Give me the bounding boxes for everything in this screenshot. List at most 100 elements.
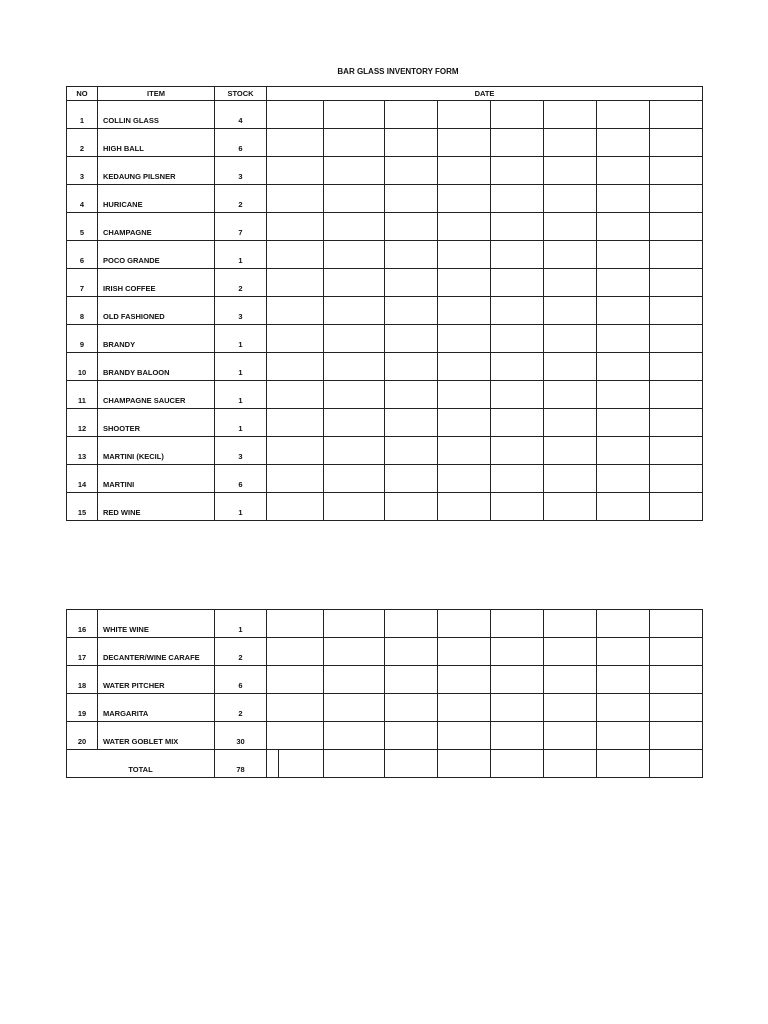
date-cell[interactable] — [490, 609, 544, 638]
date-cell[interactable] — [384, 352, 438, 381]
date-cell[interactable] — [490, 128, 544, 157]
date-cell[interactable] — [649, 240, 703, 269]
date-cell[interactable] — [437, 721, 491, 750]
date-cell[interactable] — [437, 436, 491, 465]
date-cell[interactable] — [266, 609, 324, 638]
date-cell[interactable] — [490, 721, 544, 750]
date-cell[interactable] — [596, 665, 650, 694]
date-cell[interactable] — [384, 380, 438, 409]
date-cell[interactable] — [266, 184, 324, 213]
date-cell[interactable] — [323, 324, 385, 353]
date-cell[interactable] — [543, 749, 597, 778]
date-cell[interactable] — [384, 665, 438, 694]
date-cell[interactable] — [323, 436, 385, 465]
date-cell[interactable] — [384, 693, 438, 722]
date-cell[interactable] — [384, 637, 438, 666]
date-cell[interactable] — [266, 492, 324, 521]
date-cell[interactable] — [543, 100, 597, 129]
date-cell[interactable] — [543, 436, 597, 465]
date-cell[interactable] — [649, 721, 703, 750]
date-cell[interactable] — [649, 156, 703, 185]
date-cell[interactable] — [596, 240, 650, 269]
date-cell[interactable] — [649, 324, 703, 353]
date-cell[interactable] — [543, 380, 597, 409]
date-cell[interactable] — [266, 665, 324, 694]
date-cell[interactable] — [649, 352, 703, 381]
date-cell[interactable] — [323, 464, 385, 493]
date-cell[interactable] — [437, 693, 491, 722]
date-cell[interactable] — [384, 464, 438, 493]
date-cell[interactable] — [543, 492, 597, 521]
date-cell[interactable] — [543, 352, 597, 381]
date-cell[interactable] — [323, 184, 385, 213]
date-cell[interactable] — [384, 609, 438, 638]
date-cell[interactable] — [596, 296, 650, 325]
date-cell[interactable] — [596, 749, 650, 778]
date-cell[interactable] — [543, 721, 597, 750]
date-cell[interactable] — [323, 693, 385, 722]
date-cell[interactable] — [490, 324, 544, 353]
date-cell[interactable] — [543, 128, 597, 157]
date-cell[interactable] — [323, 128, 385, 157]
date-cell[interactable] — [266, 408, 324, 437]
date-cell[interactable] — [649, 665, 703, 694]
date-cell[interactable] — [323, 749, 385, 778]
date-cell[interactable] — [384, 721, 438, 750]
date-cell[interactable] — [543, 212, 597, 241]
date-cell[interactable] — [649, 749, 703, 778]
date-cell[interactable] — [490, 240, 544, 269]
date-cell[interactable] — [543, 637, 597, 666]
date-cell[interactable] — [649, 693, 703, 722]
date-cell[interactable] — [490, 184, 544, 213]
date-cell[interactable] — [437, 128, 491, 157]
date-cell[interactable] — [384, 296, 438, 325]
date-cell[interactable] — [323, 352, 385, 381]
date-cell[interactable] — [596, 156, 650, 185]
date-cell[interactable] — [384, 749, 438, 778]
date-cell[interactable] — [543, 296, 597, 325]
date-cell[interactable] — [323, 240, 385, 269]
date-cell[interactable] — [437, 408, 491, 437]
date-cell[interactable] — [543, 665, 597, 694]
date-cell[interactable] — [490, 693, 544, 722]
date-cell[interactable] — [437, 665, 491, 694]
date-cell[interactable] — [266, 156, 324, 185]
date-cell[interactable] — [384, 212, 438, 241]
date-cell[interactable] — [490, 749, 544, 778]
date-cell[interactable] — [649, 637, 703, 666]
date-cell[interactable] — [543, 184, 597, 213]
date-cell[interactable] — [649, 296, 703, 325]
date-cell[interactable] — [323, 212, 385, 241]
date-cell[interactable] — [437, 352, 491, 381]
date-cell[interactable] — [596, 464, 650, 493]
date-cell[interactable] — [543, 693, 597, 722]
date-cell[interactable] — [596, 721, 650, 750]
date-cell[interactable] — [490, 100, 544, 129]
date-cell[interactable] — [437, 749, 491, 778]
date-cell[interactable] — [543, 324, 597, 353]
date-cell[interactable] — [266, 749, 279, 778]
date-cell[interactable] — [266, 464, 324, 493]
date-cell[interactable] — [266, 240, 324, 269]
date-cell[interactable] — [543, 609, 597, 638]
date-cell[interactable] — [649, 212, 703, 241]
date-cell[interactable] — [266, 380, 324, 409]
date-cell[interactable] — [384, 128, 438, 157]
date-cell[interactable] — [384, 492, 438, 521]
date-cell[interactable] — [437, 100, 491, 129]
date-cell[interactable] — [543, 156, 597, 185]
date-cell[interactable] — [384, 408, 438, 437]
date-cell[interactable] — [596, 492, 650, 521]
date-cell[interactable] — [266, 436, 324, 465]
date-cell[interactable] — [266, 268, 324, 297]
date-cell[interactable] — [323, 296, 385, 325]
date-cell[interactable] — [490, 212, 544, 241]
date-cell[interactable] — [543, 408, 597, 437]
date-cell[interactable] — [596, 693, 650, 722]
date-cell[interactable] — [266, 128, 324, 157]
date-cell[interactable] — [490, 156, 544, 185]
date-cell[interactable] — [649, 100, 703, 129]
date-cell[interactable] — [278, 749, 324, 778]
date-cell[interactable] — [649, 128, 703, 157]
date-cell[interactable] — [384, 100, 438, 129]
